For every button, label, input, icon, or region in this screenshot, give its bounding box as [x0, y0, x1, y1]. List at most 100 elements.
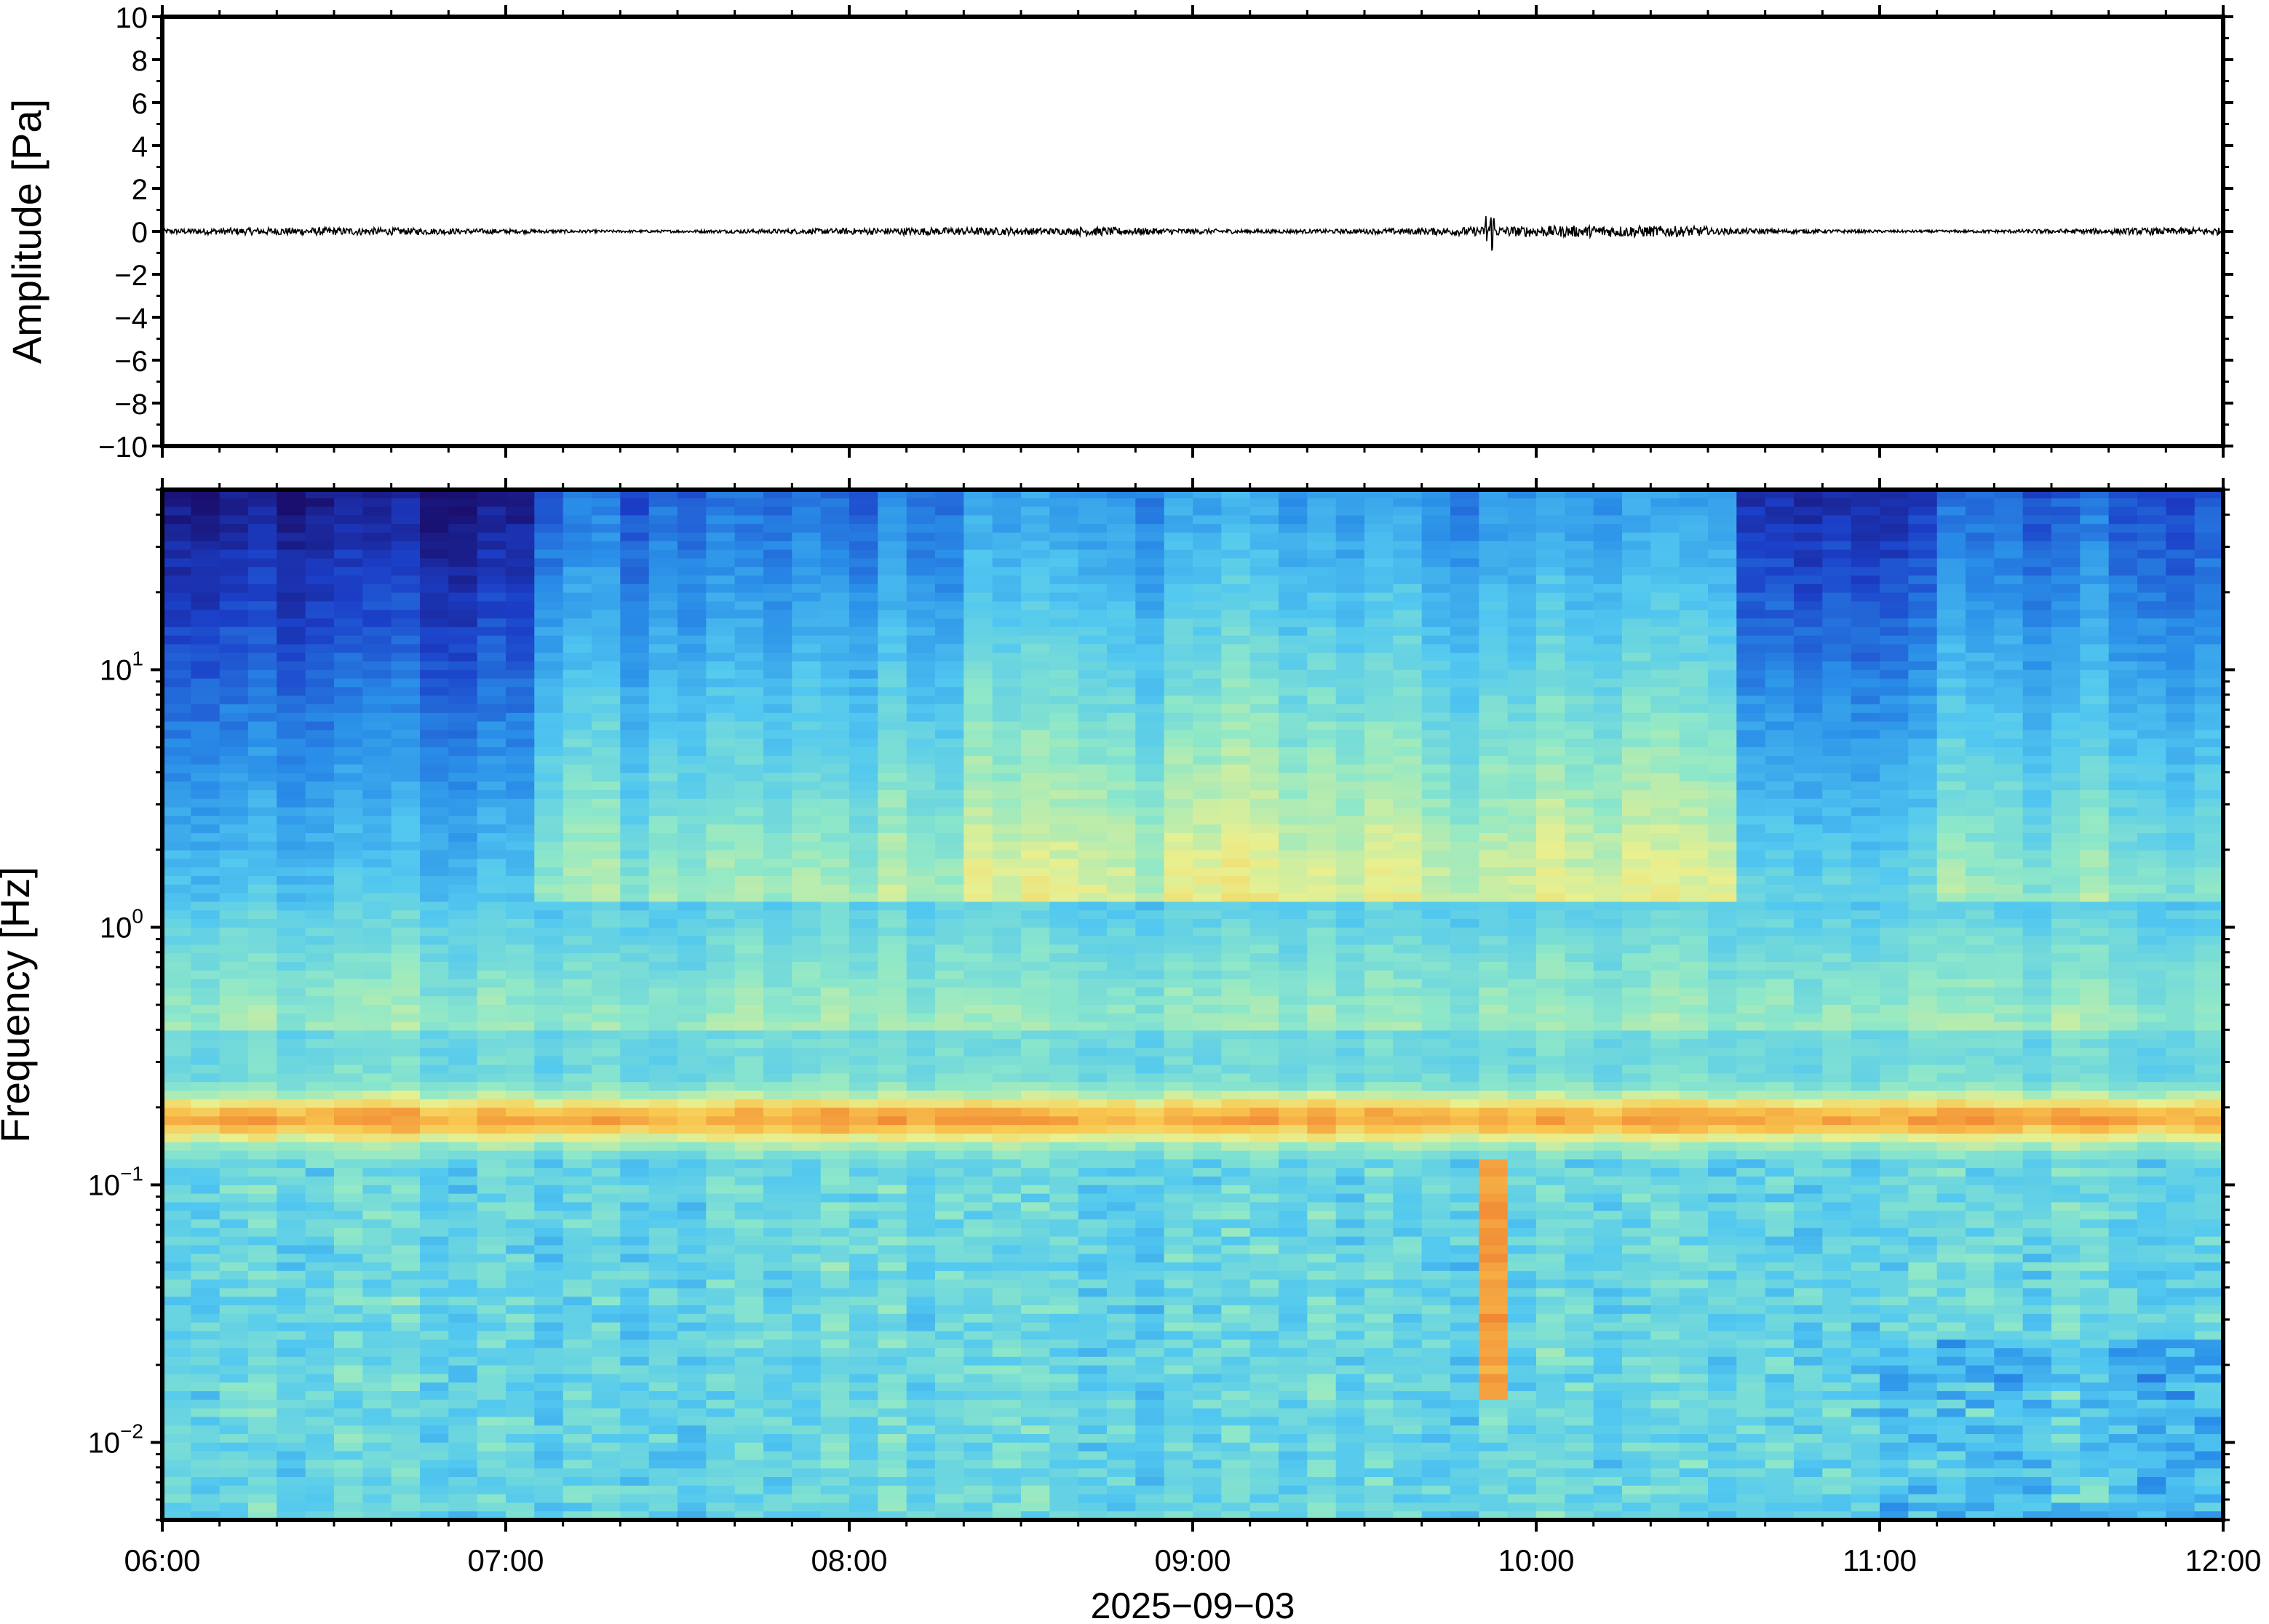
spectrogram-cell	[906, 979, 936, 989]
spectrogram-cell	[506, 1150, 536, 1161]
spectrogram-cell	[1135, 1305, 1165, 1315]
spectrogram-cell	[1107, 1005, 1137, 1014]
spectrogram-cell	[305, 824, 335, 834]
spectrogram-cell	[992, 1099, 1022, 1109]
spectrogram-cell	[935, 558, 965, 568]
spectrogram-cell	[648, 1227, 678, 1238]
spectrogram-cell	[820, 1442, 850, 1452]
spectrogram-cell	[1193, 1485, 1223, 1495]
spectrogram-cell	[563, 610, 592, 619]
spectrogram-cell	[1049, 610, 1079, 619]
spectrogram-cell	[648, 953, 678, 963]
spectrogram-cell	[563, 1030, 592, 1040]
spectrogram-cell	[334, 1082, 364, 1091]
spectrogram-cell	[219, 773, 249, 782]
spectrogram-cell	[1107, 635, 1137, 645]
spectrogram-cell	[677, 953, 707, 963]
spectrogram-cell	[1078, 807, 1108, 817]
spectrogram-cell	[648, 644, 678, 653]
spectrogram-cell	[648, 610, 678, 619]
spectrogram-cell	[648, 567, 678, 576]
spectrogram-cell	[1021, 1399, 1051, 1409]
spectrogram-cell	[305, 901, 335, 911]
spectrogram-cell	[1078, 1356, 1108, 1366]
spectrogram-cell	[592, 1399, 621, 1409]
spectrogram-cell	[849, 1391, 879, 1401]
spectrogram-cell	[734, 704, 764, 714]
spectrogram-cell	[1164, 498, 1193, 508]
spectrogram-cell	[191, 816, 220, 825]
spectrogram-cell	[191, 1468, 220, 1478]
spectrogram-cell	[362, 1116, 392, 1126]
spectrogram-cell	[763, 1408, 793, 1418]
spectrogram-cell	[992, 1091, 1022, 1100]
spectrogram-cell	[1307, 824, 1337, 834]
spectrogram-cell	[592, 669, 621, 680]
spectrogram-cell	[763, 635, 793, 645]
spectrogram-cell	[219, 549, 249, 560]
spectrogram-cell	[1279, 1451, 1308, 1461]
spectrogram-cell	[1221, 1022, 1251, 1032]
spectrogram-cell	[1107, 1211, 1137, 1220]
spectrogram-cell	[820, 1236, 850, 1246]
spectrogram-cell	[906, 1082, 936, 1091]
spectrogram-cell	[1164, 1254, 1193, 1263]
spectrogram-cell	[1021, 1425, 1051, 1435]
spectrogram-cell	[1279, 1022, 1308, 1032]
spectrogram-cell	[734, 910, 764, 920]
spectrogram-cell	[362, 1185, 392, 1195]
spectrogram-cell	[820, 936, 850, 946]
spectrogram-cell	[1078, 910, 1108, 920]
spectrogram-cell	[792, 558, 822, 568]
spectrogram-cell	[620, 987, 650, 997]
spectrogram-cell	[1279, 490, 1308, 499]
spectrogram-cell	[648, 541, 678, 551]
spectrogram-cell	[219, 739, 249, 748]
spectrogram-cell	[1049, 678, 1079, 688]
spectrogram-cell	[248, 1168, 278, 1177]
spectrogram-cell	[1164, 1202, 1193, 1211]
spectrogram-cell	[1107, 910, 1137, 920]
spectrogram-cell	[849, 678, 879, 688]
spectrogram-cell	[1078, 661, 1108, 671]
spectrogram-cell	[1135, 859, 1165, 868]
spectrogram-cell	[391, 1502, 421, 1512]
spectrogram-cell	[935, 1451, 965, 1461]
spectrogram-cell	[1021, 669, 1051, 680]
spectrogram-cell	[305, 987, 335, 997]
spectrogram-cell	[162, 626, 192, 637]
spectrogram-cell	[963, 755, 993, 765]
spectrogram-cell	[277, 576, 306, 585]
spectrogram-cell	[963, 712, 993, 723]
spectrogram-cell	[362, 1502, 392, 1512]
spectrogram-cell	[620, 1048, 650, 1057]
spectrogram-cell	[1135, 1279, 1165, 1289]
spectrogram-cell	[420, 1511, 450, 1520]
spectrogram-cell	[277, 1434, 306, 1444]
spectrogram-cell	[992, 1177, 1022, 1186]
spectrogram-cell	[305, 626, 335, 637]
spectrogram-cell	[1049, 1460, 1079, 1469]
spectrogram-cell	[534, 549, 564, 560]
spectrogram-cell	[1078, 1168, 1108, 1177]
spectrogram-cell	[906, 1091, 936, 1100]
spectrogram-cell	[1249, 1099, 1279, 1109]
spectrogram-cell	[477, 859, 506, 868]
spectrogram-cell	[534, 1245, 564, 1254]
spectrogram-cell	[1135, 558, 1165, 568]
spectrogram-cell	[763, 1039, 793, 1048]
spectrogram-cell	[1249, 1030, 1279, 1040]
spectrogram-cell	[162, 506, 192, 517]
spectrogram-cell	[906, 1125, 936, 1134]
spectrogram-cell	[1164, 996, 1193, 1006]
spectrogram-cell	[792, 1048, 822, 1057]
spectrogram-cell	[162, 927, 192, 937]
spectrogram-cell	[878, 850, 907, 860]
spectrogram-cell	[1279, 1442, 1308, 1452]
spectrogram-cell	[878, 653, 907, 662]
spectrogram-cell	[648, 618, 678, 628]
spectrogram-cell	[906, 635, 936, 645]
spectrogram-cell	[162, 644, 192, 653]
spectrogram-cell	[162, 1348, 192, 1358]
